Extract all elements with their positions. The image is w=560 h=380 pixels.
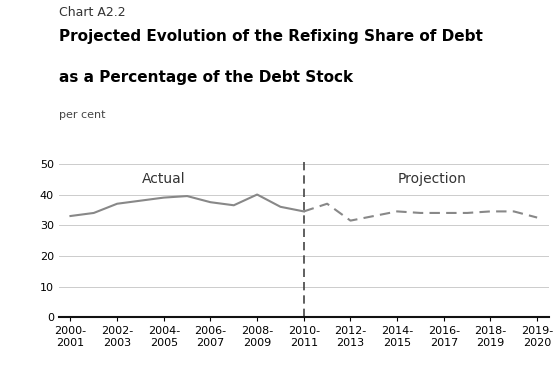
Text: Actual: Actual bbox=[142, 172, 185, 186]
Text: Chart A2.2: Chart A2.2 bbox=[59, 6, 125, 19]
Text: Projection: Projection bbox=[398, 172, 466, 186]
Text: Projected Evolution of the Refixing Share of Debt: Projected Evolution of the Refixing Shar… bbox=[59, 28, 483, 43]
Text: per cent: per cent bbox=[59, 110, 105, 120]
Text: as a Percentage of the Debt Stock: as a Percentage of the Debt Stock bbox=[59, 70, 353, 85]
